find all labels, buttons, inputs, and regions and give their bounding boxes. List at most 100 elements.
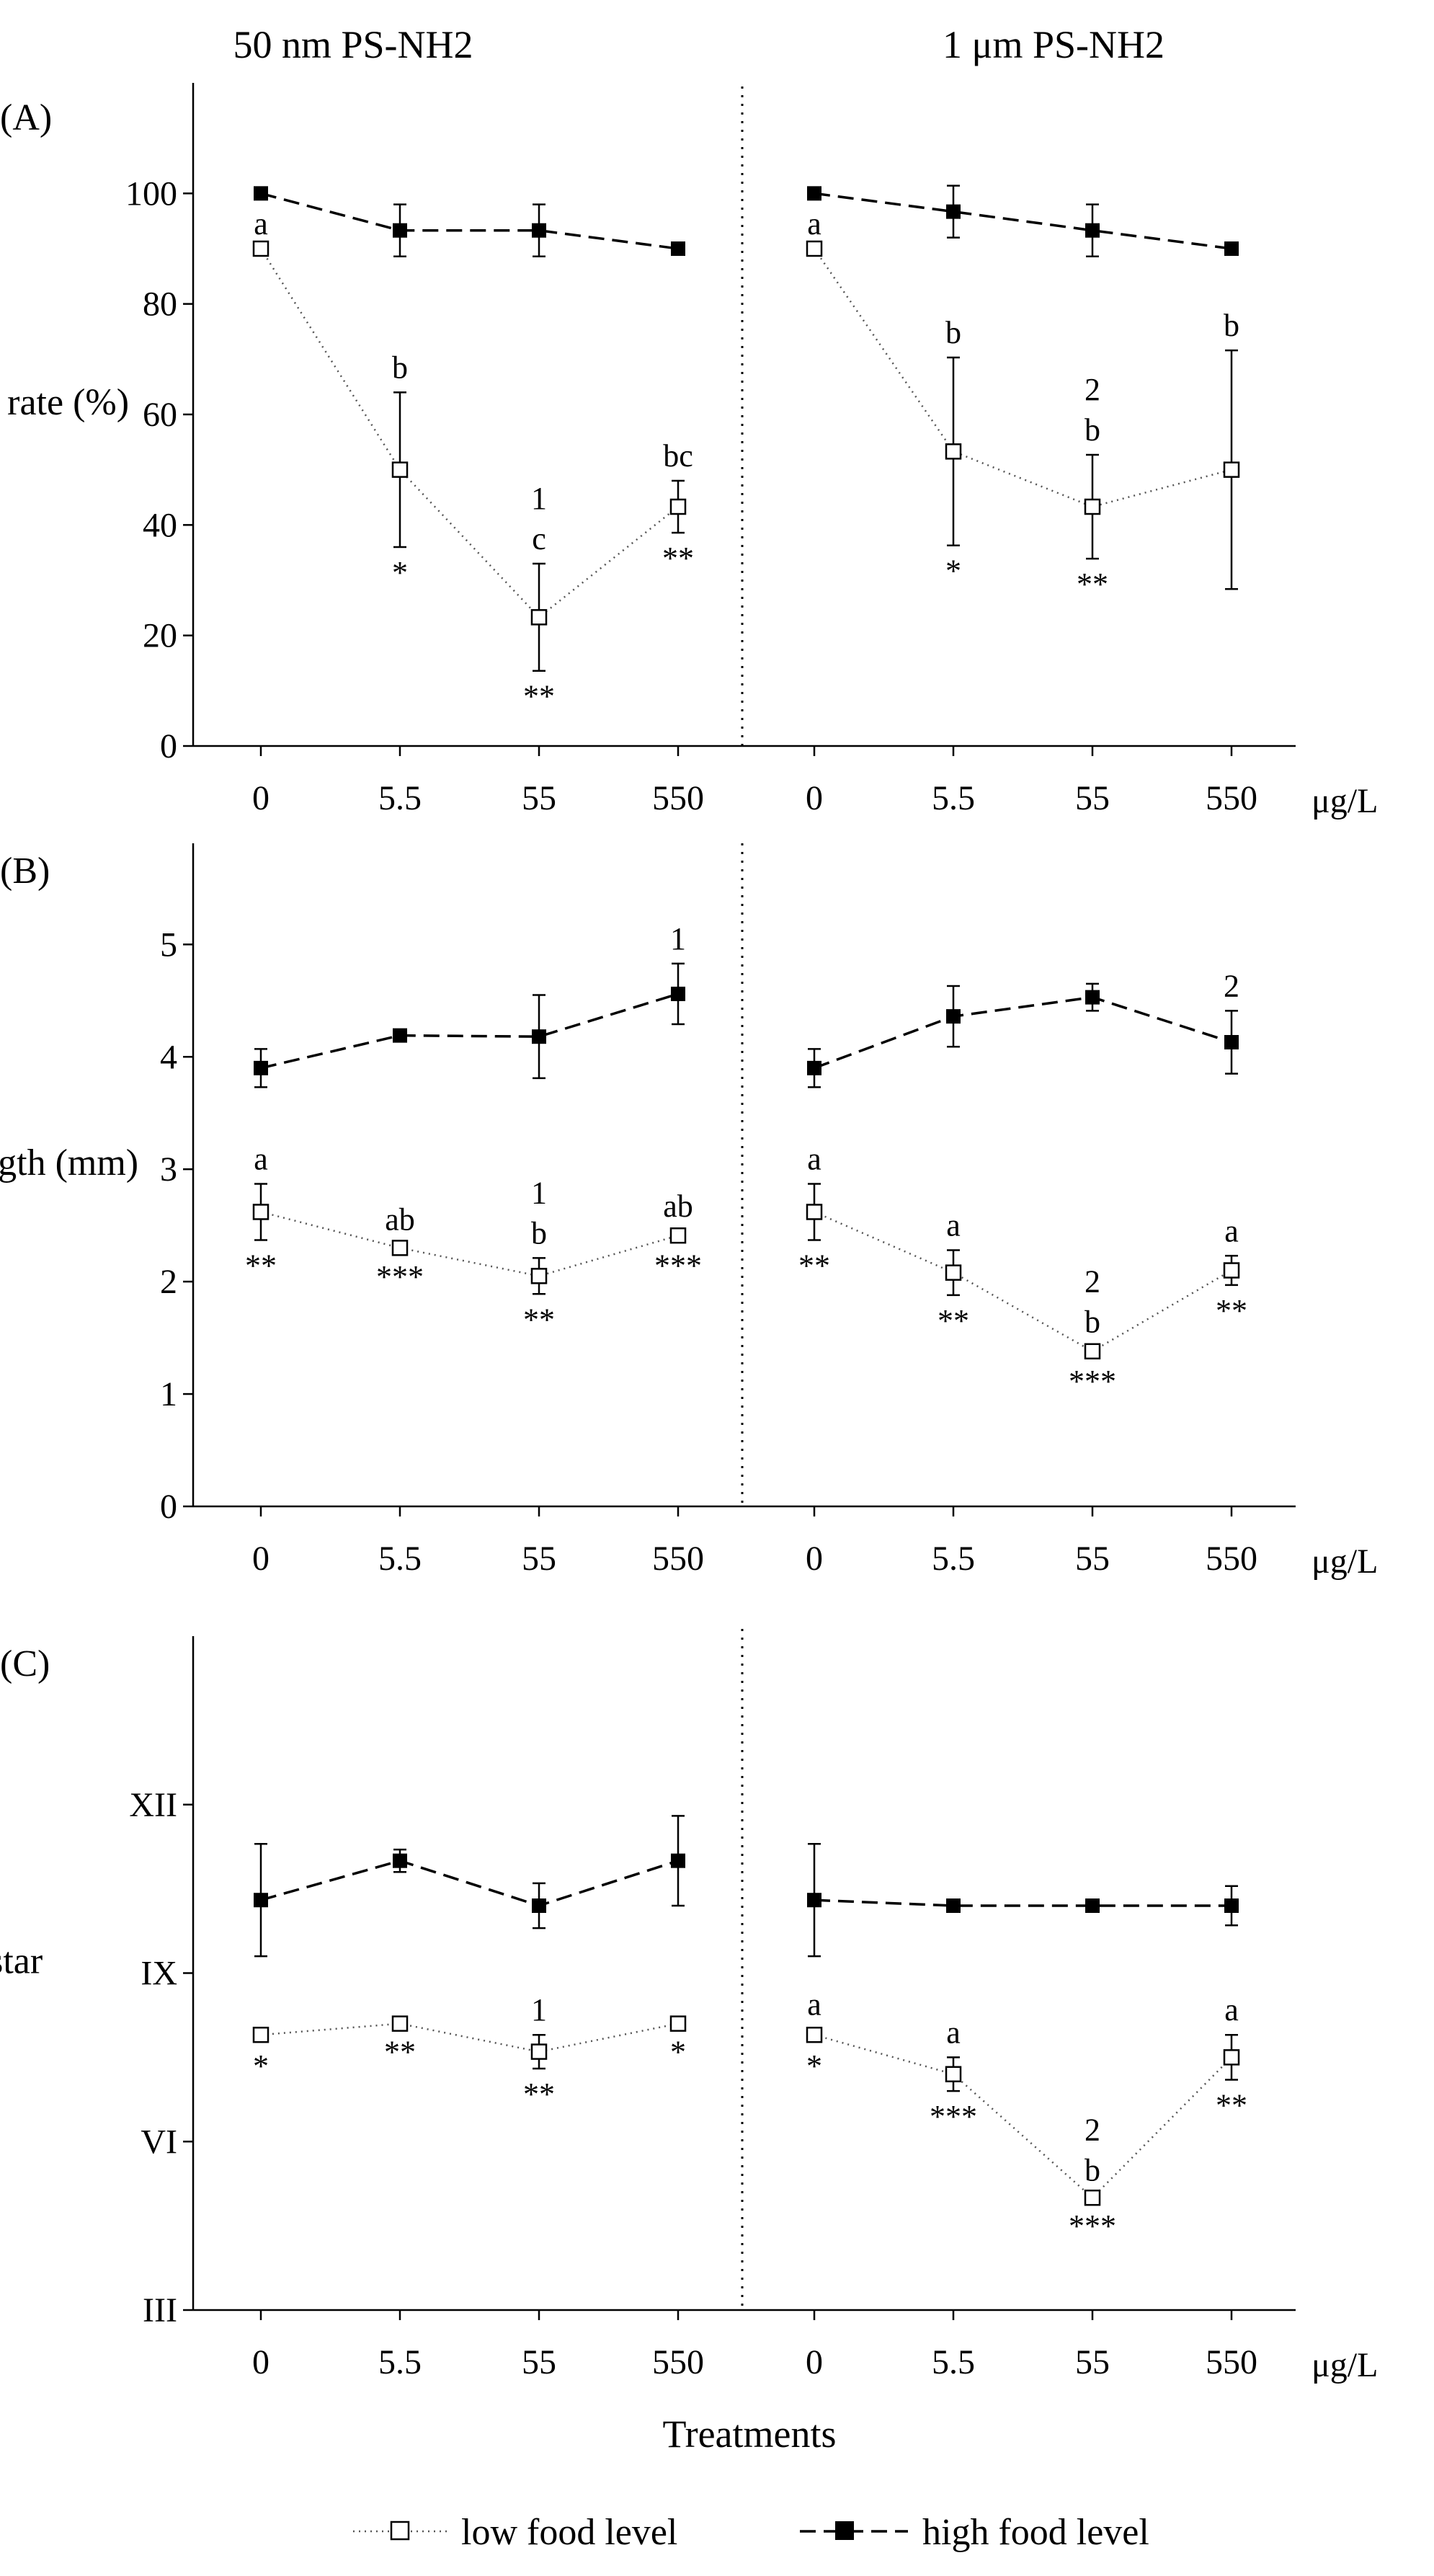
x-tick-label: 5.5: [932, 779, 975, 817]
x-tick-label: 5.5: [932, 1540, 975, 1578]
high-food-point: [1085, 990, 1100, 1005]
x-tick-label: 0: [252, 2343, 270, 2381]
low-food-line: [260, 2022, 679, 2053]
significance-stars: **: [384, 2035, 416, 2070]
low-food-point: [391, 1240, 409, 1256]
y-tick-label: 0: [160, 1488, 177, 1526]
low-food-point: [945, 1264, 962, 1281]
y-tick-label: 100: [125, 174, 177, 213]
low-food-point: [252, 240, 270, 257]
y-tick-label: 0: [160, 727, 177, 765]
low-food-point: [806, 1204, 823, 1220]
group-header-1: 50 nm PS-NH2: [233, 23, 473, 66]
significance-label: b: [1085, 412, 1100, 448]
y-tick-label: XII: [129, 1786, 177, 1824]
low-food-point: [1084, 2189, 1101, 2206]
significance-label: 2: [1085, 1264, 1100, 1300]
low-food-point: [252, 1204, 270, 1220]
significance-stars: **: [938, 1303, 969, 1338]
significance-label: a: [946, 2015, 961, 2050]
x-tick-label: 0: [806, 779, 823, 817]
high-food-point: [532, 1029, 546, 1044]
significance-label: a: [946, 1207, 961, 1243]
low-food-point: [1223, 1262, 1240, 1279]
y-tick-label: 60: [143, 396, 177, 434]
high-food-line: [814, 192, 1232, 250]
high-food-point: [1224, 1035, 1239, 1049]
significance-stars: **: [523, 679, 555, 714]
panel-label: (C): [0, 1643, 50, 1684]
y-tick-label: 20: [143, 617, 177, 655]
significance-stars: **: [662, 541, 694, 576]
x-tick-label: 0: [252, 779, 270, 817]
low-food-point: [1223, 2049, 1240, 2066]
panel-1: (A)Survival rate (%)02040608010005.55555…: [0, 83, 1378, 820]
y-tick-label: 1: [160, 1375, 177, 1413]
low-food-point: [1084, 1343, 1101, 1360]
high-food-point: [1224, 1898, 1239, 1913]
high-food-line: [260, 192, 679, 250]
panel-2: (B) Body length (mm) 0 1 2 3 4 5 0 5.5 55 550 0 5.5 55…: [0, 843, 1378, 1581]
significance-label: b: [392, 350, 408, 385]
y-axis-label: Instar: [0, 1941, 43, 1982]
significance-stars: *: [253, 2048, 269, 2084]
low-food-line: [814, 2034, 1232, 2199]
significance-label: 2: [1085, 2112, 1100, 2147]
low-food-point: [1084, 498, 1101, 515]
y-tick-label: 2: [160, 1263, 177, 1301]
y-tick-label: IX: [141, 1955, 177, 1993]
legend: low food level high food level: [353, 2512, 1149, 2553]
significance-stars: ***: [930, 2099, 977, 2134]
low-food-point: [252, 2026, 270, 2043]
x-tick-label: 5.5: [932, 2343, 975, 2381]
significance-label: ab: [663, 1189, 693, 1224]
x-unit-label: μg/L: [1311, 1542, 1378, 1581]
x-tick-label: 5.5: [378, 779, 422, 817]
x-unit-label: μg/L: [1311, 2346, 1378, 2384]
x-unit-label: μg/L: [1311, 782, 1378, 820]
x-tick-label: 550: [652, 1540, 704, 1578]
legend-low-marker: [390, 2521, 410, 2541]
y-tick-label: 5: [160, 925, 177, 964]
significance-stars: ***: [376, 1259, 424, 1294]
high-food-point: [671, 1853, 685, 1868]
low-food-point: [806, 2026, 823, 2043]
significance-label: b: [1224, 308, 1239, 343]
high-food-point: [393, 1853, 407, 1868]
significance-label: a: [254, 1141, 268, 1176]
y-tick-label: 40: [143, 506, 177, 544]
significance-label: b: [1085, 2152, 1100, 2188]
low-food-point: [806, 240, 823, 257]
x-tick-label: 0: [252, 1540, 270, 1578]
significance-stars: **: [523, 2077, 555, 2112]
significance-label: a: [254, 206, 268, 241]
high-food-point: [807, 1060, 821, 1075]
low-food-point: [530, 2043, 548, 2060]
high-food-point: [1085, 1898, 1100, 1913]
high-food-point: [254, 1893, 268, 1908]
y-axis-label: Survival rate (%): [0, 382, 129, 423]
significance-stars: *: [806, 2048, 822, 2084]
significance-label: b: [531, 1215, 547, 1251]
y-axis-label: Body length (mm): [0, 1142, 138, 1183]
panels: (A)Survival rate (%)02040608010005.55555…: [0, 83, 1378, 2384]
x-tick-label: 55: [1075, 779, 1110, 817]
high-food-line: [260, 992, 679, 1070]
high-food-point: [946, 1898, 961, 1913]
low-food-line: [814, 1211, 1232, 1353]
high-food-point: [254, 186, 268, 201]
significance-stars: **: [1077, 567, 1108, 602]
significance-stars: *: [670, 2035, 686, 2070]
high-food-point: [1224, 241, 1239, 256]
significance-label: a: [807, 1986, 821, 2022]
legend-low-label: low food level: [461, 2512, 677, 2553]
x-tick-label: 55: [522, 779, 556, 817]
panel-label: (A): [0, 97, 52, 138]
low-food-line: [260, 1211, 679, 1277]
significance-stars: ***: [654, 1248, 702, 1283]
significance-label: ab: [385, 1202, 415, 1238]
y-tick-label: III: [143, 2291, 177, 2329]
x-axis-title: Treatments: [663, 2412, 837, 2456]
low-food-point: [945, 443, 962, 460]
